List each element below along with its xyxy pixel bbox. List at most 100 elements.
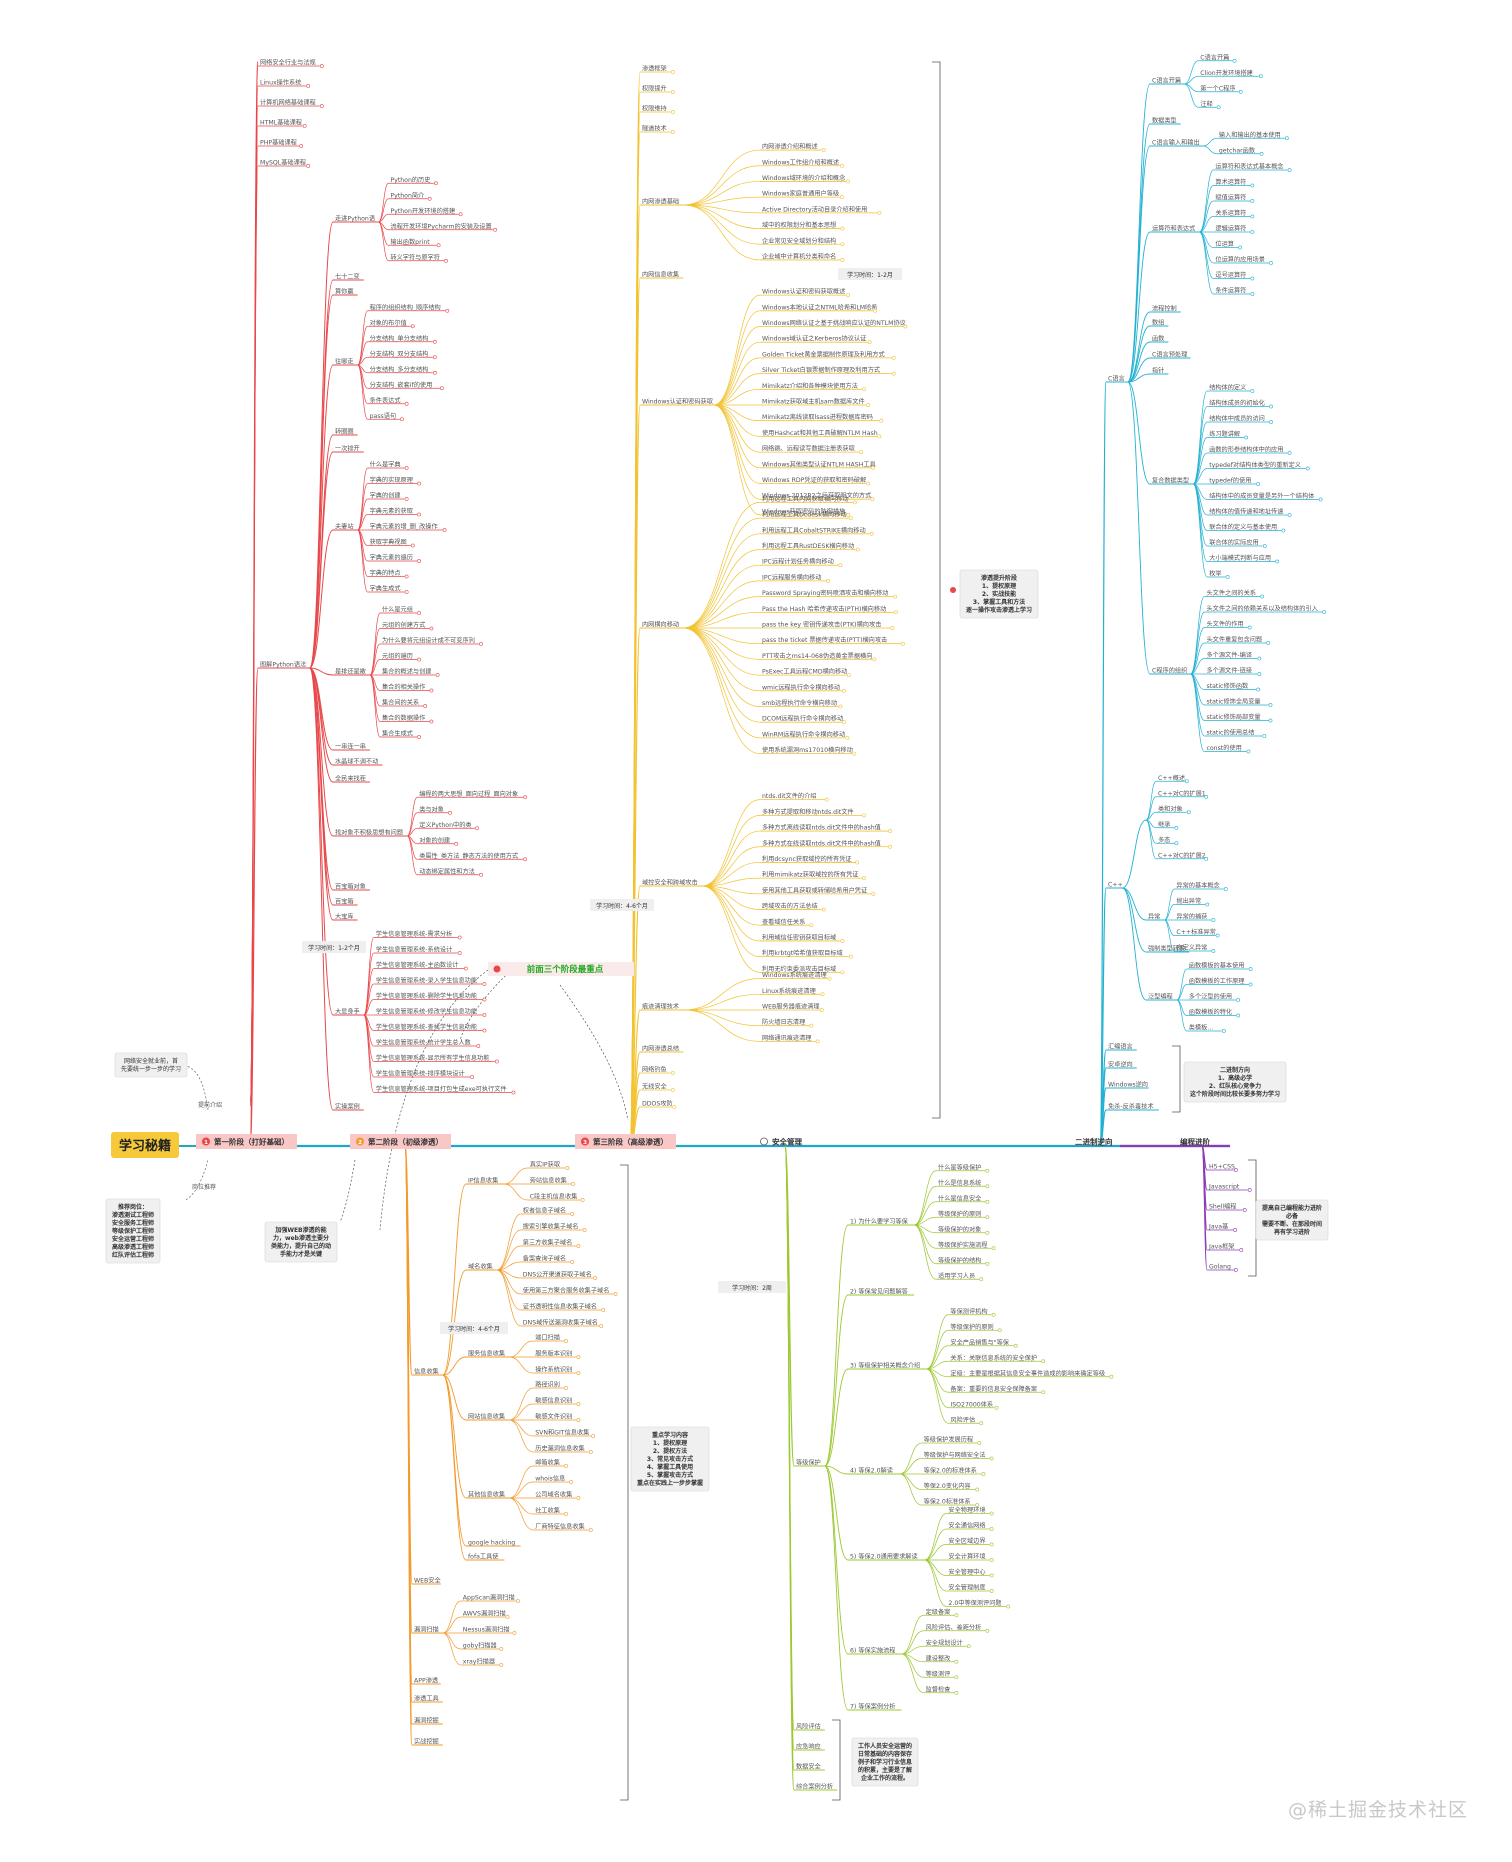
collapse-dot[interactable] xyxy=(997,1328,1002,1333)
collapse-dot[interactable] xyxy=(499,1663,504,1667)
collapse-dot[interactable] xyxy=(855,860,859,865)
collapse-dot[interactable] xyxy=(1256,482,1261,486)
stage-header[interactable] xyxy=(350,1134,451,1149)
collapse-dot[interactable] xyxy=(1244,435,1249,440)
collapse-dot[interactable] xyxy=(417,481,421,486)
collapse-dot[interactable] xyxy=(1275,559,1280,564)
collapse-dot[interactable] xyxy=(821,907,826,912)
collapse-dot[interactable] xyxy=(427,196,432,201)
collapse-dot[interactable] xyxy=(866,481,871,486)
collapse-dot[interactable] xyxy=(454,841,459,846)
collapse-dot[interactable] xyxy=(1250,183,1255,188)
collapse-dot[interactable] xyxy=(470,1075,474,1079)
collapse-dot[interactable] xyxy=(564,1512,568,1516)
collapse-dot[interactable] xyxy=(564,1339,568,1343)
collapse-dot[interactable] xyxy=(306,164,311,168)
collapse-dot[interactable] xyxy=(1257,656,1262,661)
collapse-dot[interactable] xyxy=(417,611,421,615)
collapse-dot[interactable] xyxy=(433,181,438,186)
collapse-dot[interactable] xyxy=(985,1230,990,1235)
collapse-dot[interactable] xyxy=(319,104,324,108)
collapse-dot[interactable] xyxy=(877,210,882,215)
collapse-dot[interactable] xyxy=(838,563,843,568)
collapse-dot[interactable] xyxy=(576,1244,581,1248)
collapse-dot[interactable] xyxy=(877,434,882,439)
collapse-dot[interactable] xyxy=(1184,779,1189,784)
collapse-dot[interactable] xyxy=(991,1246,996,1251)
collapse-dot[interactable] xyxy=(302,124,307,128)
collapse-dot[interactable] xyxy=(872,657,877,662)
collapse-dot[interactable] xyxy=(435,673,440,677)
collapse-dot[interactable] xyxy=(901,641,905,646)
collapse-dot[interactable] xyxy=(1250,199,1255,203)
collapse-dot[interactable] xyxy=(893,594,898,599)
collapse-dot[interactable] xyxy=(448,810,452,815)
collapse-dot[interactable] xyxy=(809,923,814,928)
collapse-dot[interactable] xyxy=(417,657,421,662)
collapse-dot[interactable] xyxy=(319,64,324,68)
collapse-dot[interactable] xyxy=(436,243,441,248)
collapse-dot[interactable] xyxy=(1247,1188,1252,1192)
collapse-dot[interactable] xyxy=(599,1324,604,1328)
collapse-dot[interactable] xyxy=(985,1215,990,1220)
collapse-dot[interactable] xyxy=(1205,902,1210,907)
collapse-dot[interactable] xyxy=(670,1071,675,1075)
collapse-dot[interactable] xyxy=(429,719,434,724)
collapse-dot[interactable] xyxy=(670,1088,675,1092)
collapse-dot[interactable] xyxy=(458,212,463,217)
root-node[interactable] xyxy=(111,1132,179,1158)
collapse-dot[interactable] xyxy=(1225,575,1230,579)
collapse-dot[interactable] xyxy=(859,450,863,455)
collapse-dot[interactable] xyxy=(1041,1390,1046,1395)
collapse-dot[interactable] xyxy=(564,1386,568,1390)
collapse-dot[interactable] xyxy=(1242,1208,1247,1212)
collapse-dot[interactable] xyxy=(1006,1604,1011,1609)
collapse-dot[interactable] xyxy=(516,1599,520,1603)
collapse-dot[interactable] xyxy=(493,227,498,232)
collapse-dot[interactable] xyxy=(417,735,421,739)
collapse-dot[interactable] xyxy=(399,417,404,422)
collapse-dot[interactable] xyxy=(410,543,415,548)
collapse-dot[interactable] xyxy=(442,528,447,532)
collapse-dot[interactable] xyxy=(457,935,462,940)
collapse-dot[interactable] xyxy=(855,547,860,552)
collapse-dot[interactable] xyxy=(672,1105,677,1109)
collapse-dot[interactable] xyxy=(888,829,893,833)
collapse-dot[interactable] xyxy=(570,1260,575,1264)
collapse-dot[interactable] xyxy=(1269,420,1273,424)
collapse-dot[interactable] xyxy=(840,195,844,200)
collapse-dot[interactable] xyxy=(423,704,428,708)
collapse-dot[interactable] xyxy=(840,970,845,975)
collapse-dot[interactable] xyxy=(1186,810,1191,815)
collapse-dot[interactable] xyxy=(1250,389,1255,393)
collapse-dot[interactable] xyxy=(306,84,311,88)
collapse-dot[interactable] xyxy=(862,813,866,818)
collapse-dot[interactable] xyxy=(888,844,893,849)
collapse-dot[interactable] xyxy=(840,939,845,943)
collapse-dot[interactable] xyxy=(505,1615,510,1619)
collapse-dot[interactable] xyxy=(1215,933,1220,938)
collapse-dot[interactable] xyxy=(1269,404,1273,409)
collapse-dot[interactable] xyxy=(1238,89,1243,94)
collapse-dot[interactable] xyxy=(852,500,857,505)
collapse-dot[interactable] xyxy=(457,951,462,955)
collapse-dot[interactable] xyxy=(985,1261,990,1266)
collapse-dot[interactable] xyxy=(809,1023,814,1028)
collapse-dot[interactable] xyxy=(846,673,851,678)
collapse-dot[interactable] xyxy=(576,1496,581,1500)
collapse-dot[interactable] xyxy=(1250,292,1255,296)
collapse-dot[interactable] xyxy=(1109,1374,1114,1379)
collapse-dot[interactable] xyxy=(475,826,479,831)
collapse-dot[interactable] xyxy=(1322,610,1326,614)
collapse-dot[interactable] xyxy=(1287,451,1292,455)
collapse-dot[interactable] xyxy=(1257,672,1262,676)
collapse-dot[interactable] xyxy=(1041,1359,1046,1364)
collapse-dot[interactable] xyxy=(985,1199,990,1204)
collapse-dot[interactable] xyxy=(439,386,444,391)
collapse-dot[interactable] xyxy=(576,1418,581,1422)
collapse-dot[interactable] xyxy=(571,1182,575,1186)
collapse-dot[interactable] xyxy=(432,370,437,375)
collapse-dot[interactable] xyxy=(819,1008,824,1012)
collapse-dot[interactable] xyxy=(591,1434,595,1438)
collapse-dot[interactable] xyxy=(848,516,853,521)
